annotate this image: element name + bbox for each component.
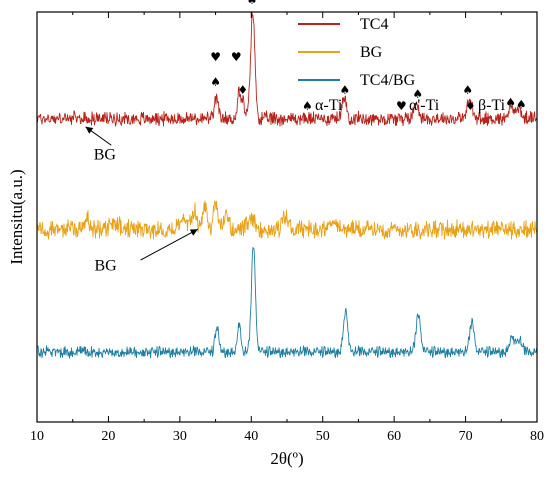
- series-line-bg: [36, 200, 538, 240]
- phase-marker: ♥: [210, 50, 221, 64]
- phase-marker: ♠: [462, 83, 473, 97]
- legend-label: TC4: [360, 16, 388, 33]
- phase-marker: ♥: [231, 50, 242, 64]
- x-tick-label: 30: [173, 429, 187, 444]
- legend-label: BG: [360, 44, 383, 61]
- phase-legend-entry: ♥ α'-Ti: [396, 97, 440, 114]
- annotation-label: BG: [94, 257, 117, 274]
- series-layer: [36, 11, 538, 359]
- x-tick-label: 60: [387, 429, 401, 444]
- x-tick-label: 40: [244, 429, 258, 444]
- series-line-tc4-bg: [36, 246, 538, 359]
- legend-label: TC4/BG: [360, 72, 416, 89]
- phase-marker-layer: ♠♥♥♦♠♠♠♠♠♠: [210, 0, 526, 111]
- phase-marker: ♦: [237, 83, 248, 97]
- x-tick-label: 50: [316, 429, 330, 444]
- x-tick-label: 20: [101, 429, 115, 444]
- phase-legend-label: β-Ti: [478, 97, 506, 114]
- annotation-arrow-head: [85, 126, 94, 134]
- phase-marker: ♠: [339, 83, 350, 97]
- phase-legend-label: α-Ti: [315, 97, 343, 114]
- phase-marker: ♠: [505, 95, 516, 109]
- annotation-layer: BG BG: [85, 126, 198, 274]
- phase-marker: ♠: [210, 75, 221, 89]
- y-axis-label: Intensitu(a.u.): [7, 169, 26, 264]
- phase-legend-symbol: ♥: [396, 99, 407, 113]
- series-line-tc4: [36, 11, 538, 127]
- x-tick-label: 70: [459, 429, 473, 444]
- annotation-arrow-line: [140, 228, 198, 261]
- x-tick-label: 80: [530, 429, 544, 444]
- phase-legend-symbol: ♦: [465, 99, 476, 113]
- phase-marker: ♠: [412, 87, 423, 101]
- x-axis-label: 2θ(º): [270, 449, 303, 468]
- x-axis-ticks: 10 20 30 40 50 60 70 80: [30, 12, 544, 444]
- phase-marker: ♠: [516, 97, 527, 111]
- phase-legend-entry: ♠ α-Ti: [302, 97, 343, 114]
- annotation-label: BG: [94, 147, 117, 164]
- x-tick-label: 10: [30, 429, 44, 444]
- phase-marker: ♠: [247, 0, 258, 7]
- phase-legend-label: α'-Ti: [409, 97, 440, 114]
- phase-legend-entry: ♦ β-Ti: [465, 97, 506, 114]
- phase-legend-symbol: ♠: [302, 99, 313, 113]
- annotation-arrow-head: [189, 229, 198, 236]
